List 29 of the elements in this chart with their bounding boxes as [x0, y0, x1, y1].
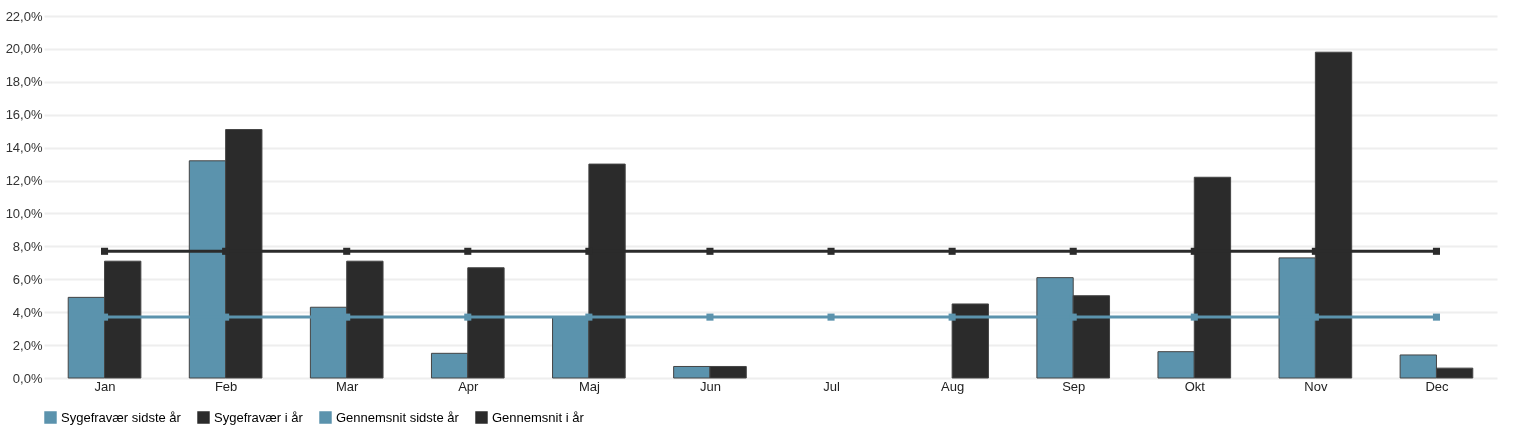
y-tick-label: 2,0%	[12, 337, 43, 353]
y-tick-label: 12,0%	[5, 173, 43, 189]
x-tick-label: Apr	[458, 378, 480, 394]
legend-label: Sygefravær i år	[214, 409, 304, 425]
legend-label: Gennemsnit i år	[492, 409, 585, 425]
x-tick-label: Mar	[336, 378, 360, 394]
y-tick-label: 4,0%	[12, 304, 43, 320]
x-tick-label: Nov	[1304, 378, 1328, 394]
x-tick-label: Jan	[94, 378, 116, 394]
y-tick-label: 18,0%	[5, 74, 43, 90]
y-tick-label: 22,0%	[5, 8, 43, 24]
y-tick-label: 16,0%	[5, 107, 43, 123]
x-tick-label: Jun	[699, 378, 721, 394]
y-tick-label: 8,0%	[12, 238, 43, 254]
y-tick-label: 6,0%	[12, 271, 43, 287]
y-tick-label: 0,0%	[12, 370, 43, 386]
x-tick-label: Maj	[578, 378, 600, 394]
x-tick-label: Sep	[1062, 378, 1086, 394]
bar	[951, 303, 989, 379]
y-tick-label: 20,0%	[5, 41, 43, 57]
x-tick-label: Jul	[823, 378, 840, 394]
legend-label: Sygefravær sidste år	[61, 409, 182, 425]
x-tick-label: Dec	[1425, 378, 1450, 394]
x-tick-label: Okt	[1184, 378, 1206, 394]
y-tick-label: 10,0%	[5, 205, 43, 221]
x-tick-label: Aug	[941, 378, 965, 394]
y-tick-label: 14,0%	[5, 140, 43, 156]
legend-label: Gennemsnit sidste år	[336, 409, 460, 425]
x-tick-label: Feb	[214, 378, 238, 394]
